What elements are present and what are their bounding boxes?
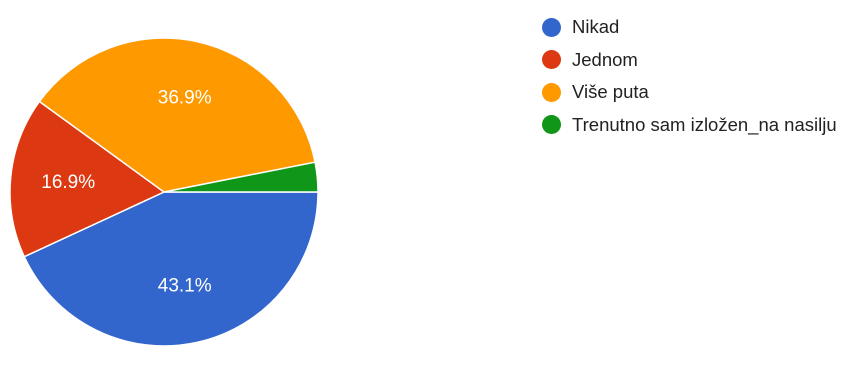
- legend-item-nikad[interactable]: Nikad: [542, 14, 837, 40]
- legend-label: Trenutno sam izložen_na nasilju: [572, 113, 837, 135]
- legend-swatch-icon: [542, 115, 561, 134]
- legend-item-vise-puta[interactable]: Više puta: [542, 79, 837, 105]
- slice-value-label: 16.9%: [41, 172, 95, 193]
- legend-label: Više puta: [572, 81, 649, 102]
- pie-slice-vi-e-puta[interactable]: [38, 37, 316, 193]
- legend-label: Nikad: [572, 16, 620, 37]
- pie-slice-jednom[interactable]: [9, 100, 165, 258]
- chart-legend: Nikad Jednom Više puta Trenutno sam izlo…: [542, 14, 837, 144]
- slice-value-label: 43.1%: [158, 276, 212, 297]
- legend-swatch-icon: [542, 50, 561, 69]
- pie-slice-nikad[interactable]: [23, 191, 319, 347]
- pie-slice-labels: 43.1% 16.9% 36.9%: [41, 88, 211, 297]
- legend-swatch-icon: [542, 17, 561, 37]
- pie-slices: [9, 37, 319, 347]
- legend-item-trenutno[interactable]: Trenutno sam izložen_na nasilju: [542, 112, 837, 138]
- legend-swatch-icon: [542, 82, 561, 102]
- legend-item-jednom[interactable]: Jednom: [542, 47, 837, 73]
- slice-value-label: 36.9%: [158, 88, 212, 109]
- pie-slice-trenutno-sam-izlo-en-na-nasilju[interactable]: [163, 161, 319, 193]
- legend-label: Jednom: [572, 48, 638, 70]
